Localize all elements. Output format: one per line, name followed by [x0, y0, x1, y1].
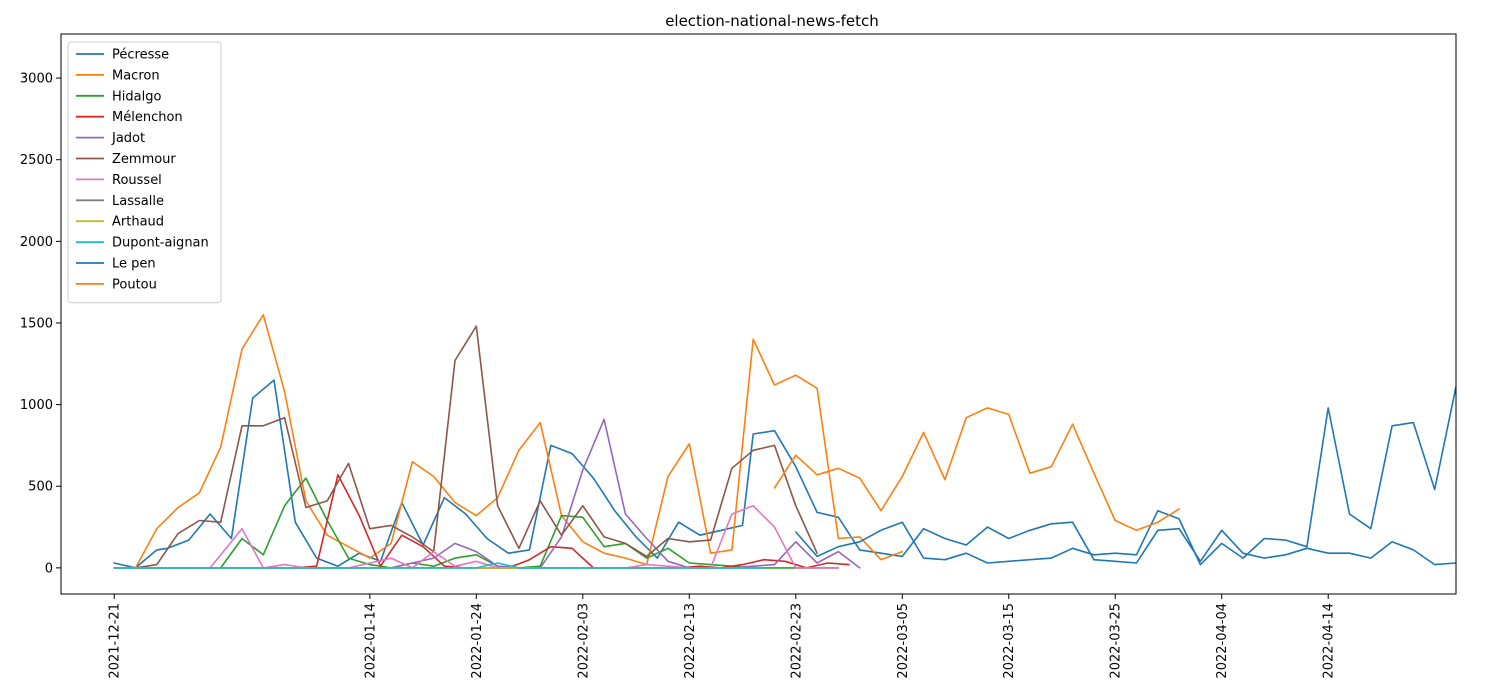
- x-tick-label: 2022-03-05: [896, 603, 911, 679]
- series-line-dupont-aignan: [113, 562, 765, 569]
- y-tick-label: 1000: [20, 398, 53, 413]
- y-tick-label: 1500: [20, 316, 53, 331]
- series-line-le-pen: [795, 385, 1456, 566]
- x-tick-label: 2022-02-23: [789, 603, 804, 679]
- legend-label: Arthaud: [112, 215, 164, 230]
- legend-label: Pécresse: [112, 48, 169, 63]
- x-tick-label: 2022-01-24: [470, 603, 485, 679]
- x-tick-label: 2022-02-13: [683, 603, 698, 679]
- x-tick-label: 2022-04-04: [1215, 603, 1230, 679]
- y-tick-label: 3000: [20, 72, 53, 87]
- series-line-zemmour: [113, 325, 818, 569]
- axes: 0 500 1000 1500 2000 2500 3000 2021-12-21 2022-0…: [20, 33, 1457, 679]
- legend: Pécresse Macron Hidalgo Mélenchon Jadot Zemmo…: [67, 41, 222, 304]
- legend-label: Zemmour: [112, 152, 176, 167]
- x-tick-label: 2021-12-21: [108, 603, 123, 679]
- series-line-m-lenchon: [113, 474, 850, 569]
- y-tick-label: 0: [45, 561, 53, 576]
- legend-label: Poutou: [112, 277, 157, 292]
- legend-label: Lassalle: [112, 194, 164, 209]
- series-line-hidalgo: [113, 477, 840, 569]
- x-tick-label: 2022-01-14: [363, 603, 378, 679]
- chart-title: election-national-news-fetch: [665, 12, 879, 30]
- series-line-p-cresse: [113, 379, 1456, 569]
- x-tick-label: 2022-04-14: [1322, 603, 1337, 679]
- series-line-macron: [113, 314, 904, 569]
- legend-label: Macron: [112, 68, 160, 83]
- legend-label: Mélenchon: [112, 110, 183, 125]
- legend-label: Hidalgo: [112, 89, 161, 104]
- x-tick-label: 2022-02-03: [576, 603, 591, 679]
- legend-label: Jadot: [111, 131, 145, 146]
- x-tick-label: 2022-03-15: [1002, 603, 1017, 679]
- legend-label: Le pen: [112, 257, 156, 272]
- y-tick-label: 2000: [20, 235, 53, 250]
- plot-area: [113, 314, 1456, 569]
- y-tick-label: 2500: [20, 153, 53, 168]
- legend-label: Roussel: [112, 173, 162, 188]
- y-tick-label: 500: [28, 480, 53, 495]
- x-tick-label: 2022-03-25: [1109, 603, 1124, 679]
- legend-box: [67, 41, 222, 304]
- axes-frame: [60, 33, 1457, 595]
- series-line-poutou: [773, 407, 1180, 532]
- legend-label: Dupont-aignan: [112, 236, 209, 251]
